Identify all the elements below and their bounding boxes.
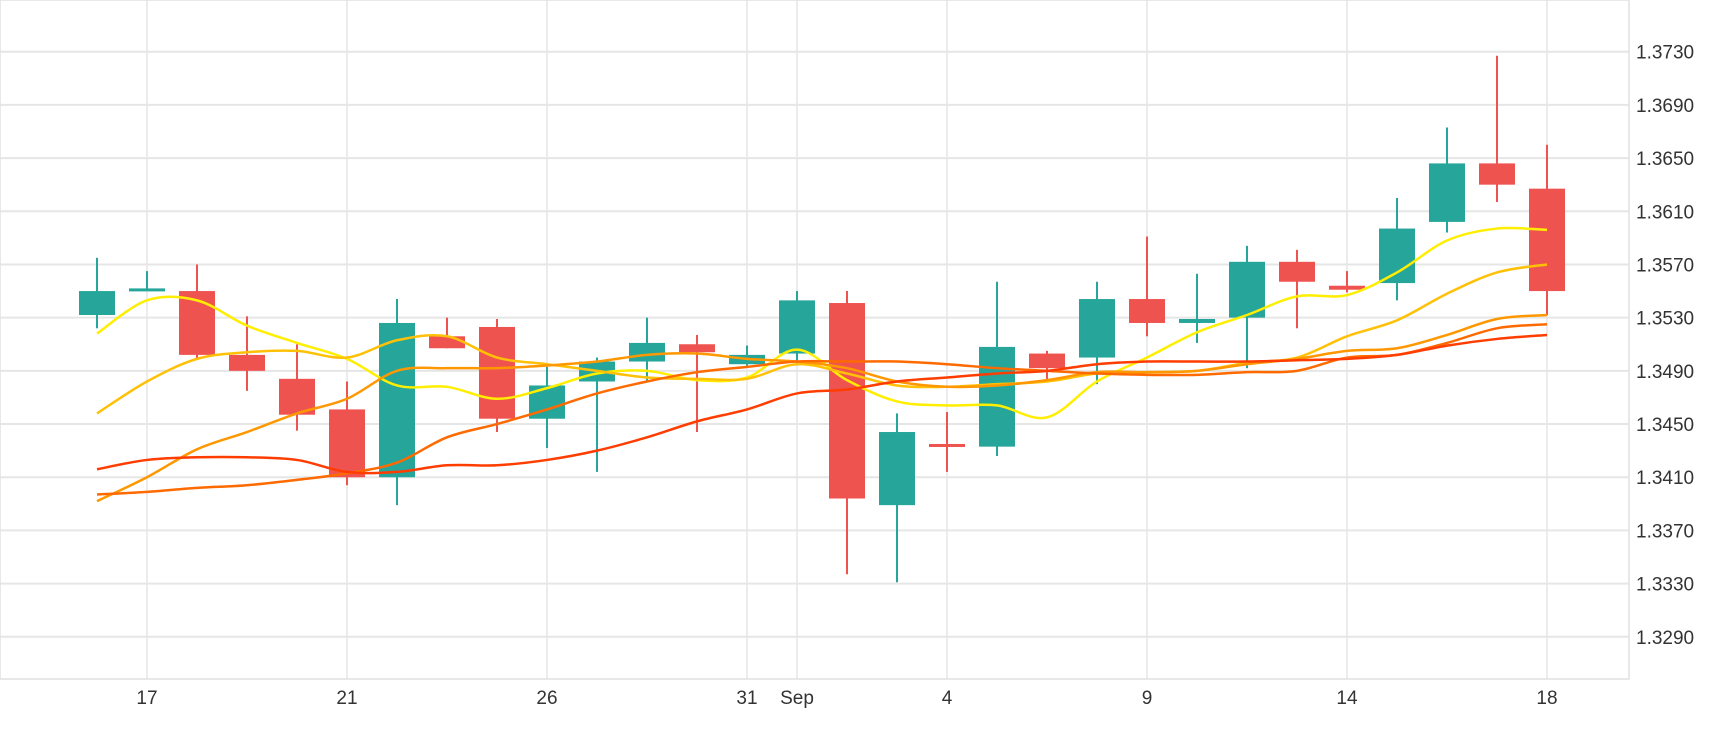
ma-orange-line <box>96 313 1548 503</box>
candle-bullish <box>1429 127 1465 233</box>
moving-average-lines <box>96 226 1548 503</box>
candle-body <box>129 288 165 292</box>
candle-body <box>929 443 965 447</box>
candle-bearish <box>1129 236 1165 337</box>
candle-body <box>479 326 515 419</box>
candle-bullish <box>879 413 915 583</box>
time-axis[interactable]: 17 21 26 31 Sep 4 9 14 18 <box>136 688 1557 709</box>
candle-body <box>779 300 815 354</box>
candle-bullish <box>1079 281 1115 385</box>
price-tick-label: 1.3730 <box>1636 43 1694 64</box>
candle-body <box>1379 228 1415 284</box>
candle-body <box>1029 353 1065 369</box>
date-tick-label: 4 <box>942 688 953 709</box>
candle-body <box>79 291 115 315</box>
candle-body <box>829 303 865 499</box>
candle-bearish <box>229 316 265 391</box>
candle-body <box>1079 299 1115 358</box>
candle-body <box>1279 261 1315 282</box>
ma-orange-red-line <box>96 323 1548 496</box>
plot-border <box>0 0 1630 680</box>
price-axis[interactable]: 1.3730 1.3690 1.3650 1.3610 1.3570 1.3530 1.34… <box>1636 43 1694 649</box>
ma-red-line <box>96 333 1548 475</box>
candle-body <box>1329 285 1365 290</box>
candle-body <box>1429 163 1465 222</box>
candle-bearish <box>329 381 365 486</box>
price-tick-label: 1.3370 <box>1636 521 1694 542</box>
candle-bearish <box>1279 249 1315 329</box>
price-tick-label: 1.3290 <box>1636 628 1694 649</box>
candle-bullish <box>129 271 165 292</box>
date-tick-label: 17 <box>136 688 157 709</box>
price-tick-label: 1.3490 <box>1636 362 1694 383</box>
date-tick-label: 18 <box>1536 688 1557 709</box>
candle-body <box>329 409 365 478</box>
candle-body <box>629 342 665 362</box>
candle-bullish <box>1379 197 1415 301</box>
candle-body <box>679 344 715 353</box>
ma-amber-line <box>96 263 1548 415</box>
candle-bearish <box>1329 271 1365 293</box>
candle-body <box>1179 318 1215 323</box>
candle-bearish <box>1029 350 1065 381</box>
candle-bearish <box>179 264 215 359</box>
candle-body <box>1479 163 1515 185</box>
price-tick-label: 1.3690 <box>1636 96 1694 117</box>
price-tick-label: 1.3610 <box>1636 202 1694 223</box>
price-tick-label: 1.3530 <box>1636 309 1694 330</box>
candle-body <box>979 346 1015 447</box>
candle-body <box>1529 188 1565 292</box>
candle-bearish <box>479 318 515 433</box>
price-tick-label: 1.3570 <box>1636 255 1694 276</box>
date-tick-label: 14 <box>1336 688 1358 709</box>
price-tick-label: 1.3410 <box>1636 468 1694 489</box>
date-tick-label: 26 <box>536 688 557 709</box>
candle-bullish <box>1229 245 1265 369</box>
candle-body <box>379 322 415 478</box>
price-tick-label: 1.3650 <box>1636 149 1694 170</box>
candle-bearish <box>929 412 965 472</box>
price-tick-label: 1.3450 <box>1636 415 1694 436</box>
candle-bullish <box>729 345 765 366</box>
candle-body <box>1129 299 1165 323</box>
candle-bullish <box>79 257 115 329</box>
candle-body <box>429 336 465 349</box>
candle-bullish <box>379 299 415 506</box>
candle-body <box>879 432 915 506</box>
date-tick-label: 9 <box>1142 688 1153 709</box>
candle-bearish <box>1479 55 1515 202</box>
date-tick-label: 31 <box>736 688 757 709</box>
candle-bullish <box>779 291 815 366</box>
candles <box>79 55 1565 583</box>
candle-bearish <box>829 291 865 575</box>
candle-body <box>229 354 265 371</box>
candle-bearish <box>679 334 715 433</box>
candle-body <box>1229 261 1265 318</box>
date-tick-label: Sep <box>780 688 814 709</box>
date-tick-label: 21 <box>336 688 357 709</box>
candle-bullish <box>529 366 565 448</box>
price-tick-label: 1.3330 <box>1636 575 1694 596</box>
candle-body <box>179 291 215 355</box>
candle-bearish <box>429 317 465 349</box>
